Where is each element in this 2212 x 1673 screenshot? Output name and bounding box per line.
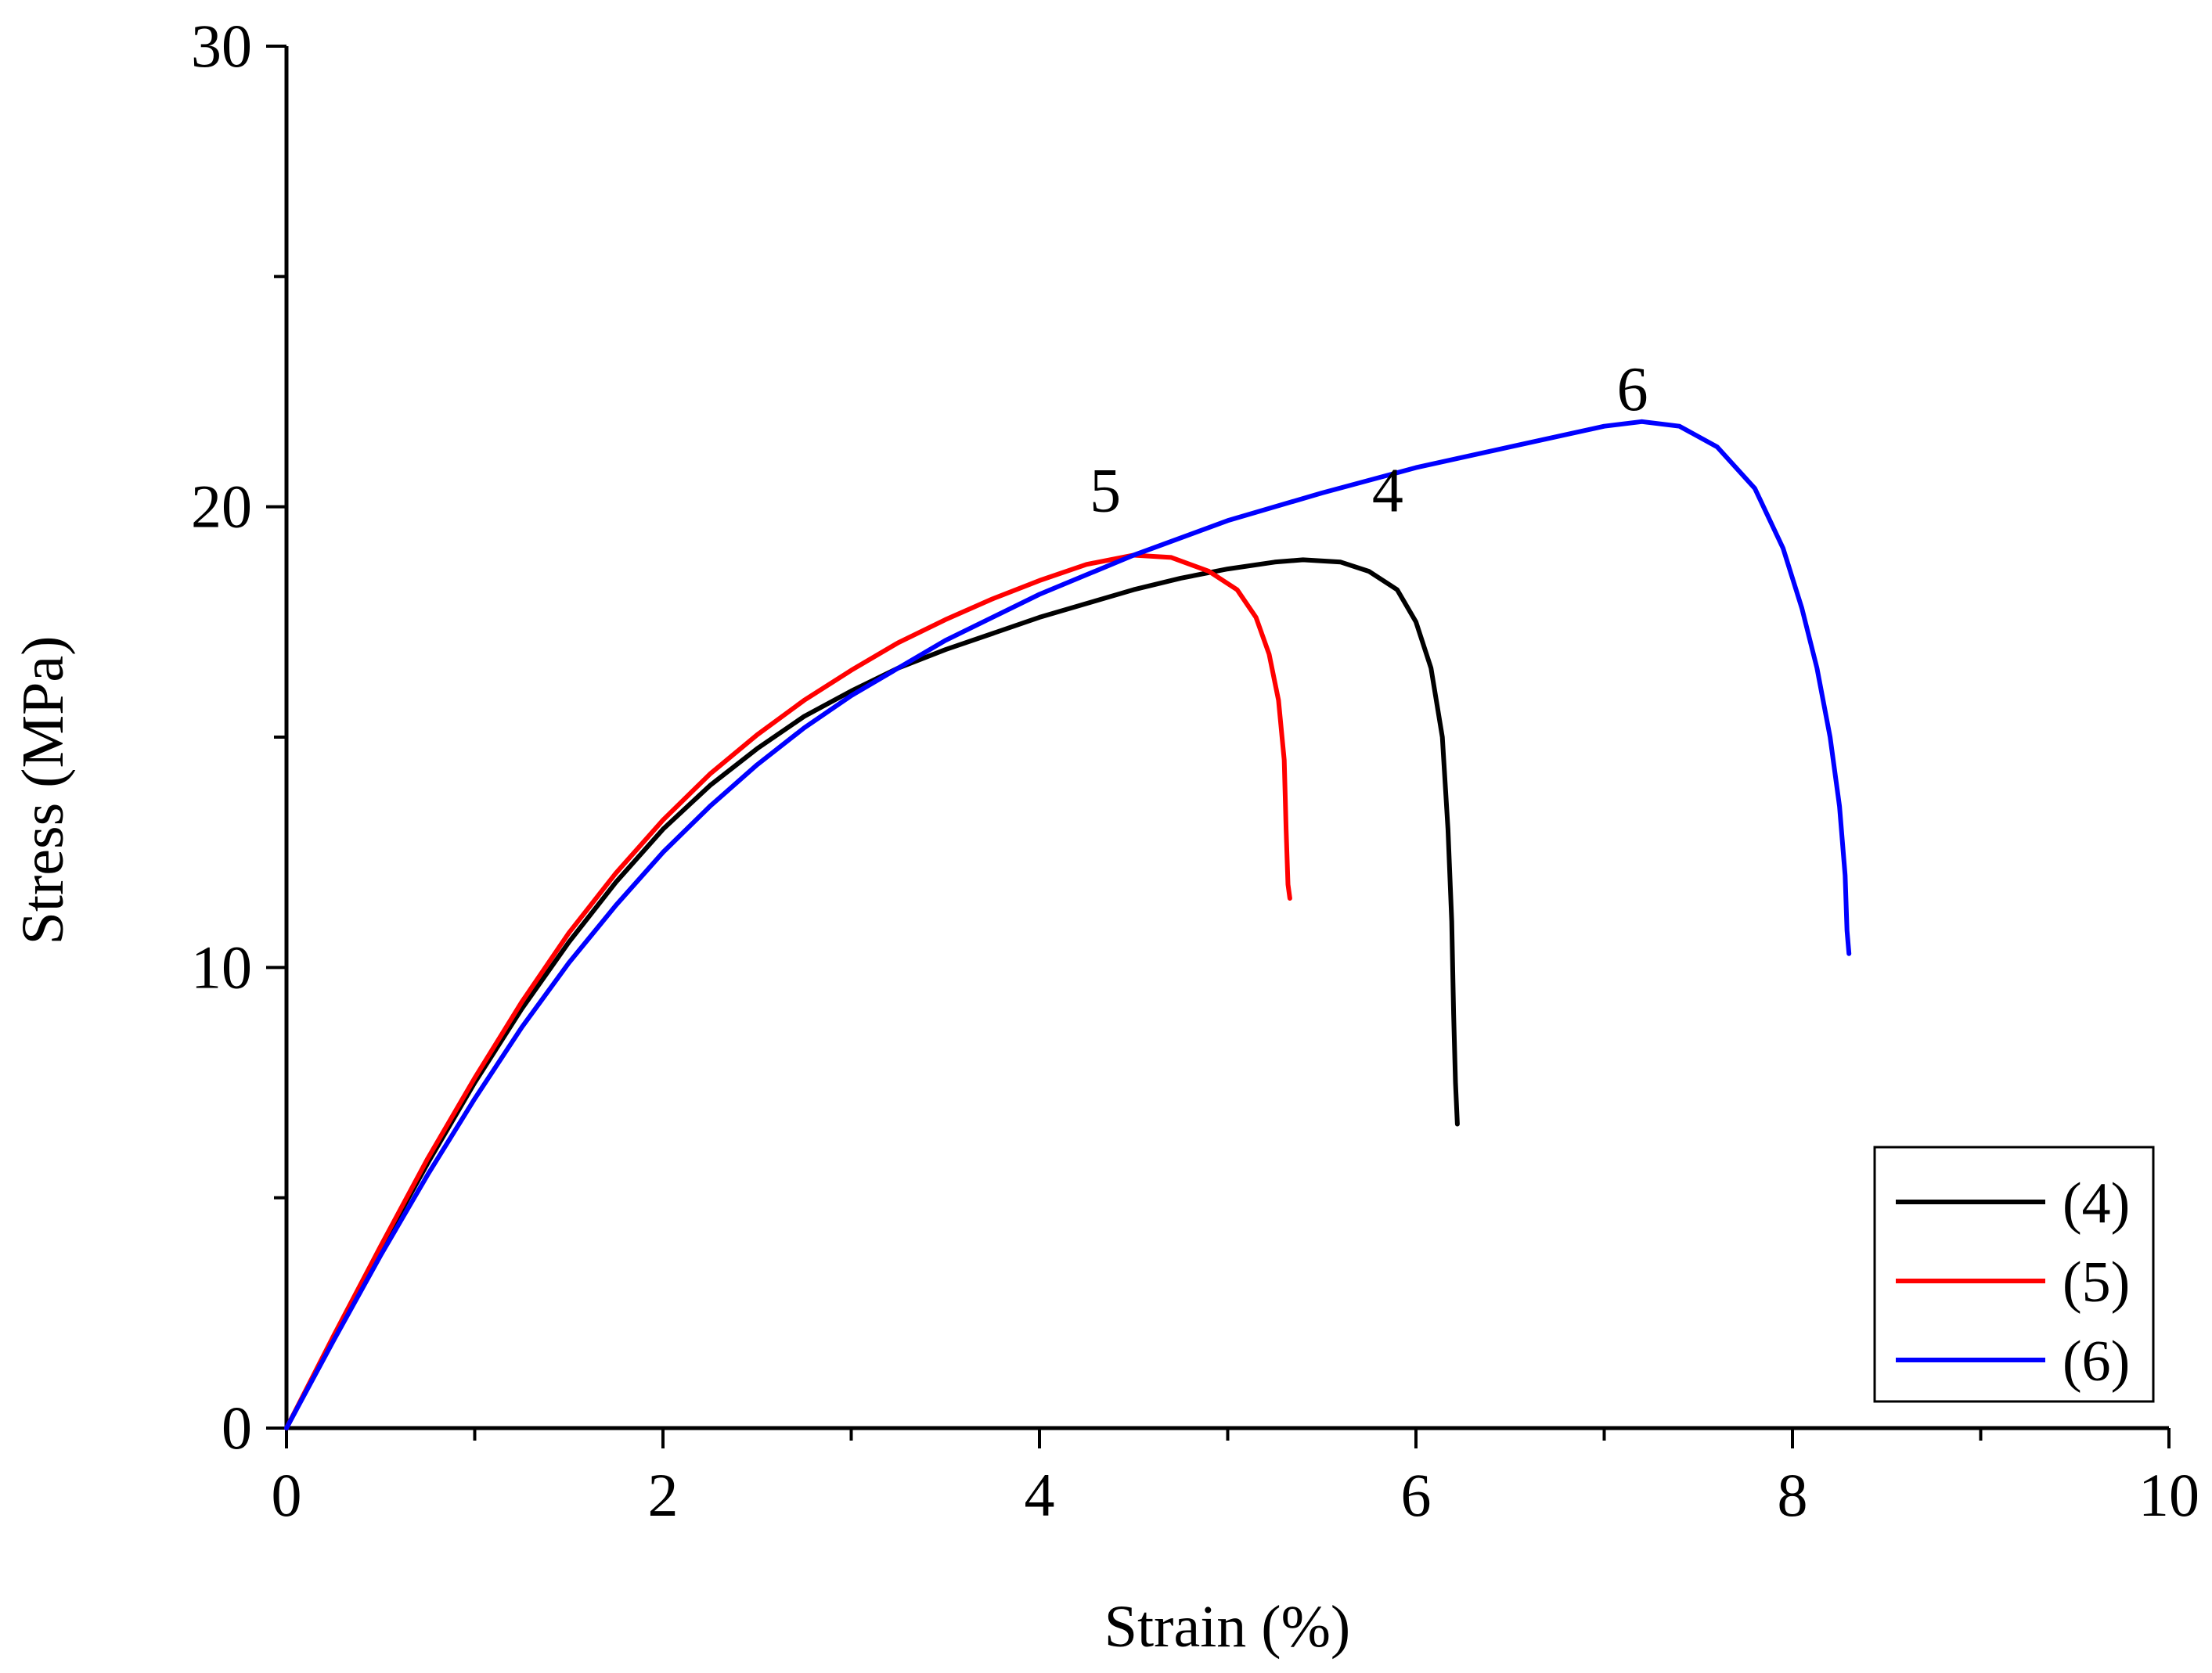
- x-tick-label: 10: [2138, 1461, 2199, 1529]
- y-tick-label: 20: [191, 473, 252, 541]
- series-line-4: [284, 557, 1460, 1430]
- axis-ticks: [266, 45, 2171, 1448]
- x-axis-title: Strain (%): [1104, 1594, 1350, 1660]
- legend-label-6: (6): [2062, 1329, 2130, 1394]
- series-group: [284, 419, 1852, 1430]
- series-line-5: [284, 552, 1292, 1430]
- x-tick-label: 4: [1025, 1461, 1055, 1529]
- legend-label-4: (4): [2062, 1171, 2130, 1236]
- legend-label-5: (5): [2062, 1250, 2130, 1315]
- x-tick-label: 0: [272, 1461, 302, 1529]
- curve-labels: 4 5 6: [1090, 355, 1648, 526]
- curve-label-6: 6: [1617, 355, 1648, 424]
- axis-tick-labels: 0 2 4 6 8 10 0 10 20 30: [191, 12, 2199, 1529]
- x-tick-label: 8: [1778, 1461, 1808, 1529]
- y-axis-title: Stress (MPa): [10, 636, 76, 945]
- y-tick-label: 10: [191, 933, 252, 1001]
- y-tick-label: 0: [222, 1394, 252, 1462]
- curve-label-5: 5: [1090, 457, 1121, 526]
- y-tick-label: 30: [191, 12, 252, 80]
- legend: (4) (5) (6): [1873, 1146, 2155, 1403]
- series-line-6: [284, 419, 1852, 1430]
- curve-label-4: 4: [1372, 457, 1403, 526]
- x-tick-label: 6: [1401, 1461, 1432, 1529]
- x-tick-label: 2: [648, 1461, 679, 1529]
